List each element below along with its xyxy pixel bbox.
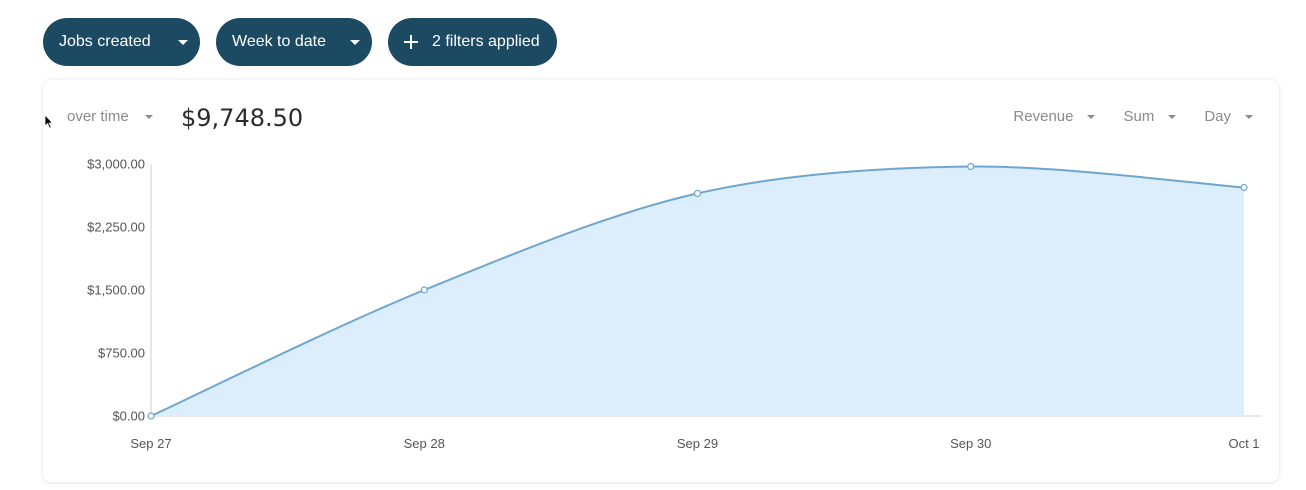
data-point[interactable] [693, 189, 702, 197]
data-point[interactable] [1240, 183, 1248, 192]
jobs-created-label: Jobs created [59, 33, 151, 50]
chart-options: Revenue Sum Day [1013, 108, 1253, 125]
filters-button[interactable]: 2 filters applied [388, 18, 557, 66]
sum-dropdown[interactable]: Sum [1123, 108, 1177, 125]
revenue-label: Revenue [1013, 108, 1074, 125]
caret-down-icon [178, 39, 188, 45]
jobs-created-dropdown[interactable]: Jobs created [43, 18, 200, 66]
y-axis: $0.00 $750.00 $1,500.00 $2,250.00 $3,000.00 [87, 157, 152, 424]
y-tick-label: $2,250.00 [87, 220, 145, 235]
x-tick-label: Sep 30 [950, 436, 991, 451]
data-points [147, 162, 1248, 420]
x-tick-label: Oct 1 [1228, 436, 1259, 451]
day-label: Day [1204, 108, 1231, 125]
caret-down-icon [350, 39, 360, 45]
y-tick-label: $0.00 [112, 409, 145, 424]
filter-toolbar: Jobs created Week to date 2 filters appl… [43, 18, 557, 66]
x-tick-label: Sep 28 [404, 436, 445, 451]
data-point[interactable] [147, 412, 155, 420]
data-point[interactable] [420, 286, 428, 294]
y-tick-label: $750.00 [98, 346, 145, 361]
metric-dropdown[interactable]: over time [67, 108, 153, 125]
caret-down-icon [144, 114, 153, 119]
mouse-cursor-icon [44, 114, 54, 129]
y-tick-label: $1,500.00 [87, 283, 145, 298]
x-tick-label: Sep 27 [130, 436, 171, 451]
caret-down-icon [1087, 114, 1096, 119]
area-fill [151, 166, 1244, 416]
x-tick-label: Sep 29 [677, 436, 718, 451]
week-to-date-dropdown[interactable]: Week to date [216, 18, 372, 66]
caret-down-icon [1168, 114, 1177, 119]
y-tick-label: $3,000.00 [87, 157, 145, 172]
revenue-dropdown[interactable]: Revenue [1013, 108, 1096, 125]
caret-down-icon [1245, 114, 1253, 119]
total-value: $9,748.50 [181, 104, 304, 132]
metric-label: over time [67, 108, 129, 125]
sum-label: Sum [1123, 108, 1155, 125]
filters-label: 2 filters applied [432, 33, 540, 50]
day-dropdown[interactable]: Day [1204, 108, 1253, 125]
plus-icon [402, 33, 420, 51]
x-axis: Sep 27 Sep 28 Sep 29 Sep 30 Oct 1 [130, 415, 1261, 451]
data-point[interactable] [967, 162, 975, 171]
week-to-date-label: Week to date [232, 33, 326, 50]
